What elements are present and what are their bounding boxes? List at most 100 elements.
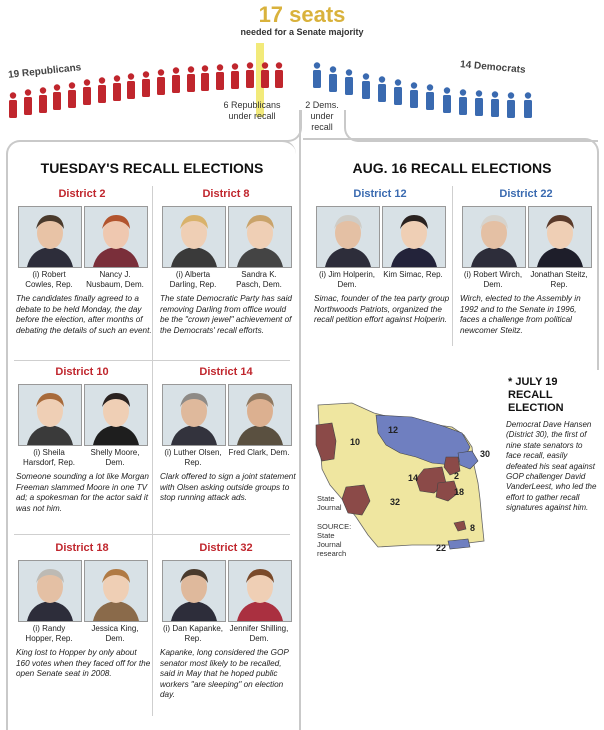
- majority-marker: [256, 43, 264, 117]
- district-description: Someone sounding a lot like Morgan Freem…: [16, 472, 149, 513]
- district-title: District 22: [499, 188, 553, 200]
- district-description: Kapanke, long considered the GOP senator…: [160, 648, 289, 700]
- rep-recall-connector: [208, 110, 302, 142]
- district-30-area: [457, 450, 479, 470]
- map-label-12: 12: [388, 425, 398, 435]
- district-description: The state Democratic Party has said remo…: [160, 294, 292, 335]
- candidate-name: (i) Dan Kapanke, Rep.: [162, 624, 224, 643]
- map-label-8: 8: [470, 523, 475, 533]
- seats-needed-title: 17 seats: [258, 2, 346, 27]
- candidate-name: Jessica King, Dem.: [91, 624, 139, 643]
- candidate-name: (i) Luther Olsen, Rep.: [164, 448, 222, 467]
- district-description: Clark offered to sign a joint statement …: [160, 472, 296, 503]
- republicans-label: 19 Republicans: [7, 62, 82, 81]
- republican-seat-figure: [275, 62, 284, 88]
- map-label-2: 2: [454, 471, 459, 481]
- candidate-name: (i) Sheila Harsdorf, Rep.: [22, 448, 76, 467]
- democrat-seat-figure: [507, 92, 516, 118]
- aug-column-divider: [452, 186, 453, 346]
- republican-seat-figure: [127, 73, 136, 99]
- republican-seat-figure: [260, 62, 269, 88]
- democrat-seat-figure: [410, 82, 419, 108]
- center-divider: [299, 110, 301, 730]
- district-2-area: [443, 456, 461, 476]
- candidate-name: Sandra K. Pasch, Dem.: [236, 270, 282, 289]
- tuesday-bracket: [6, 140, 296, 730]
- dem-recall-connector: [344, 110, 598, 142]
- candidate-name: Fred Clark, Dem.: [228, 448, 290, 457]
- candidate-photo: [382, 206, 446, 268]
- candidate-photo: [228, 206, 292, 268]
- republican-seat-figure: [68, 82, 77, 108]
- candidate-name: Kim Simac, Rep.: [383, 270, 443, 279]
- republican-seat-figure: [97, 77, 106, 103]
- candidate-photo: [84, 384, 148, 446]
- july-title: * JULY 19 RECALL ELECTION: [508, 376, 564, 414]
- aug-title: AUG. 16 RECALL ELECTIONS: [352, 160, 552, 176]
- district-description: The candidates finally agreed to a debat…: [16, 294, 152, 335]
- dem-under-recall-label: 2 Dems. under recall: [305, 100, 339, 132]
- district-description: Simac, founder of the tea party group No…: [314, 294, 450, 325]
- republican-seat-figure: [83, 79, 91, 105]
- republican-seat-figure: [142, 71, 151, 97]
- candidate-photo: [18, 560, 82, 622]
- candidate-photo: [18, 384, 82, 446]
- democrat-seat-figure: [329, 66, 338, 92]
- candidate-photo: [18, 206, 82, 268]
- district-18-area: [435, 480, 459, 502]
- map-credit: State Journal: [317, 494, 342, 512]
- map-label-30: 30: [480, 449, 490, 459]
- tuesday-column-divider: [152, 186, 153, 716]
- democrat-seat-figure: [491, 91, 500, 117]
- map-label-32: 32: [390, 497, 400, 507]
- candidate-photo: [162, 206, 226, 268]
- candidate-name: (i) Randy Hopper, Rep.: [25, 624, 73, 643]
- district-title: District 8: [202, 188, 250, 200]
- candidate-name: (i) Robert Cowles, Rep.: [25, 270, 73, 289]
- aug-bracket: [303, 138, 599, 370]
- candidate-name: (i) Robert Wirch, Dem.: [463, 270, 523, 289]
- republican-seat-figure: [171, 67, 180, 93]
- district-description: Wirch, elected to the Assembly in 1992 a…: [460, 294, 581, 335]
- map-label-22: 22: [436, 543, 446, 553]
- democrat-seat-figure: [313, 62, 321, 88]
- map-source: SOURCE: State Journal research: [317, 522, 352, 558]
- republican-seat-figure: [53, 84, 62, 110]
- candidate-name: Jonathan Steitz, Rep.: [530, 270, 588, 289]
- republican-seat-figure: [9, 92, 17, 118]
- candidate-name: Jennifer Shilling, Dem.: [229, 624, 289, 643]
- candidate-photo: [162, 384, 226, 446]
- candidate-photo: [228, 384, 292, 446]
- district-title: District 18: [55, 542, 109, 554]
- republican-seat-figure: [38, 87, 47, 113]
- tuesday-row-divider-2: [14, 534, 290, 535]
- democrat-seat-figure: [394, 79, 402, 105]
- district-32-area: [341, 484, 371, 516]
- candidate-photo: [316, 206, 380, 268]
- candidate-name: Nancy J. Nusbaum, Dem.: [86, 270, 144, 289]
- republican-seat-figure: [201, 65, 210, 91]
- july-description: Democrat Dave Hansen (District 30), the …: [506, 420, 597, 513]
- district-22-area: [447, 538, 471, 550]
- democrat-seat-figure: [345, 69, 354, 95]
- district-description: King lost to Hopper by only about 160 vo…: [16, 648, 151, 679]
- map-label-10: 10: [350, 437, 360, 447]
- candidate-name: (i) Alberta Darling, Rep.: [169, 270, 217, 289]
- democrat-seat-figure: [523, 92, 532, 118]
- district-title: District 10: [55, 366, 109, 378]
- tuesday-title: TUESDAY'S RECALL ELECTIONS: [40, 160, 264, 176]
- democrat-seat-figure: [475, 90, 483, 116]
- wisconsin-district-map: 10 12 30 14 2 18 32 8 22: [315, 402, 490, 553]
- democrat-seat-figure: [361, 73, 370, 99]
- district-title: District 14: [199, 366, 253, 378]
- candidate-name: (i) Jim Holperin, Dem.: [318, 270, 375, 289]
- democrat-seat-figure: [442, 87, 451, 113]
- republican-seat-figure: [112, 75, 121, 101]
- district-title: District 2: [58, 188, 106, 200]
- candidate-photo: [162, 560, 226, 622]
- democrat-seat-figure: [426, 84, 435, 110]
- map-label-18: 18: [454, 487, 464, 497]
- candidate-photo: [84, 560, 148, 622]
- democrat-seat-figure: [377, 76, 386, 102]
- republican-seat-figure: [231, 63, 239, 89]
